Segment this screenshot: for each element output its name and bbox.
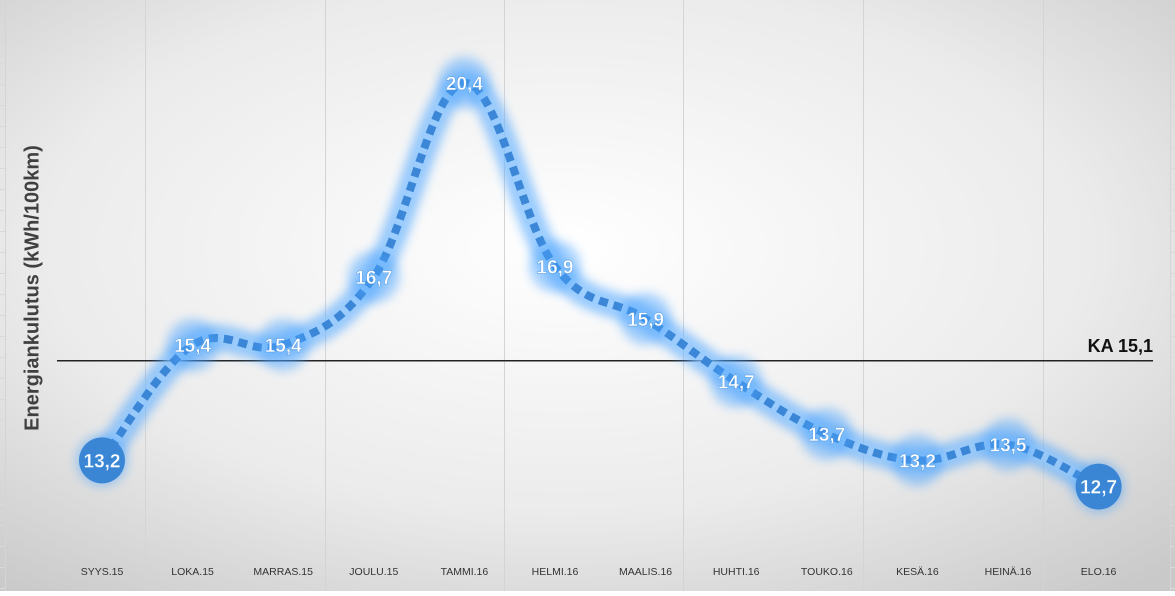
data-label: 13,2 [84,451,121,472]
data-point [1072,460,1125,513]
data-point [982,418,1034,471]
data-point-glow [166,319,219,372]
data-point-glow [347,250,400,303]
data-point [710,355,763,408]
data-label: 20,4 [446,74,483,95]
data-point [800,408,853,461]
data-label: 15,4 [174,336,211,357]
data-label: 12,7 [1080,478,1117,499]
data-point-glow [438,56,491,109]
data-point [529,240,581,293]
average-reference-label: KA 15,1 [1088,336,1153,356]
data-label: 13,5 [990,436,1027,457]
data-point-marker [1075,463,1122,510]
spreadsheet-rows [0,21,1175,589]
data-point [76,434,128,487]
data-point-glow [619,292,672,345]
x-tick-label: KESÄ.16 [896,566,939,578]
data-point-glow [800,408,853,461]
y-axis-label: Energiankulutus (kWh/100km) [21,145,44,431]
x-tick-label: HELMI.16 [532,566,579,578]
data-label: 16,9 [537,257,574,278]
data-point-glow [891,434,944,487]
data-point-marker [79,437,125,484]
x-tick-label: LOKA.15 [171,566,214,578]
data-point-glow [529,240,581,293]
data-point [438,56,491,109]
data-label: 13,7 [808,425,845,446]
data-point-glow [257,319,310,372]
data-label: 13,2 [899,451,936,472]
data-label: 14,7 [718,373,755,394]
data-label: 16,7 [355,268,392,289]
data-point [257,319,310,372]
x-tick-label: HEINÄ.16 [985,566,1032,578]
data-point [619,292,672,345]
data-point [891,434,944,487]
x-tick-label: TOUKO.16 [801,566,853,578]
x-tick-label: MAALIS.16 [619,566,672,578]
data-point [166,319,219,372]
spreadsheet-grid [5,0,1171,591]
x-tick-label: ELO.16 [1081,566,1117,578]
data-label: 15,4 [265,336,302,357]
x-tick-label: TAMMI.16 [441,566,489,578]
x-tick-label: SYYS.15 [81,566,124,578]
data-point-glow [710,355,763,408]
data-point [347,250,400,303]
data-label: 15,9 [627,310,664,331]
data-point-glow [982,418,1034,471]
x-tick-label: JOULU.15 [349,566,398,578]
x-tick-label: HUHTI.16 [713,566,760,578]
x-tick-label: MARRAS.15 [253,566,313,578]
